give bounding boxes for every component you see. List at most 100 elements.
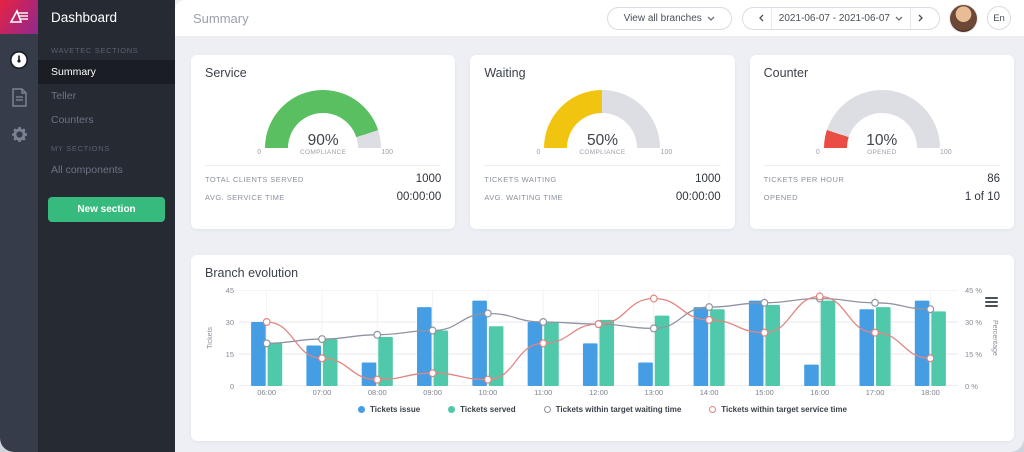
y-axis-right-ticks: 45 % 30 % 15 % 0 % xyxy=(958,286,989,391)
stat-row: TOTAL CLIENTS SERVED 1000 xyxy=(205,170,441,188)
new-section-button[interactable]: New section xyxy=(48,197,165,222)
stat-label: TOTAL CLIENTS SERVED xyxy=(205,174,304,184)
x-axis-tick: 15:00 xyxy=(755,388,774,397)
waiting-card: Waiting 50% 0 COMPLIANCE 100 TIC xyxy=(470,55,735,229)
language-button[interactable]: En xyxy=(987,6,1011,30)
stat-value: 86 xyxy=(987,173,1000,185)
card-title: Waiting xyxy=(484,66,526,80)
chevron-left-icon xyxy=(758,14,764,22)
legend-ring-icon xyxy=(543,406,551,413)
legend-ring-icon xyxy=(709,406,717,413)
sidebar-title: Dashboard xyxy=(51,10,118,25)
gauge-sublabel: OPENED xyxy=(867,149,897,156)
legend-dot-icon xyxy=(358,406,366,413)
date-range-picker[interactable]: 2021-06-07 - 2021-06-07 xyxy=(741,6,940,30)
sidebar-section-header: MY SECTIONS xyxy=(51,144,110,153)
stat-value: 1000 xyxy=(695,173,721,185)
legend-tickets-issue[interactable]: Tickets issue xyxy=(358,405,420,414)
stat-row: TICKETS PER HOUR 86 xyxy=(764,170,1000,188)
chart-grid: Tickets 45 30 15 0 45 % 30 % 15 % 0 % Percenta… xyxy=(205,286,1000,391)
user-avatar[interactable] xyxy=(950,4,977,32)
legend-tickets-served[interactable]: Tickets served xyxy=(448,405,516,414)
branch-selector[interactable]: View all branches xyxy=(606,6,732,30)
icon-rail xyxy=(0,0,38,452)
y-axis-left-title: Tickets xyxy=(207,327,214,349)
gauge-min: 0 xyxy=(536,149,541,156)
wavetec-logo-icon xyxy=(9,9,28,23)
y-axis-left-ticks: 45 30 15 0 xyxy=(216,286,239,391)
topbar-controls: View all branches 2021-06-07 - 2021-06-0… xyxy=(606,4,1011,32)
gauge-sublabel: COMPLIANCE xyxy=(300,149,347,156)
x-axis-tick: 12:00 xyxy=(589,388,608,397)
wavetec-logo xyxy=(0,0,38,34)
date-range-value: 2021-06-07 - 2021-06-07 xyxy=(778,12,890,24)
axis-tick: 45 % xyxy=(965,286,983,295)
gauge-value: 90% xyxy=(307,132,339,148)
legend-target-service-time[interactable]: Tickets within target service time xyxy=(709,405,847,414)
sidebar-item-counters[interactable]: Counters xyxy=(51,114,94,126)
x-axis-tick: 16:00 xyxy=(810,388,830,397)
legend-dot-icon xyxy=(448,406,456,413)
chart-menu-icon[interactable] xyxy=(985,295,998,309)
x-axis-tick: 09:00 xyxy=(423,388,442,397)
sidebar-item-all-components[interactable]: All components xyxy=(51,164,123,176)
card-title: Service xyxy=(205,66,247,80)
axis-tick: 30 % xyxy=(965,318,983,327)
date-prev-button[interactable] xyxy=(752,8,771,29)
x-axis-tick: 13:00 xyxy=(644,388,664,397)
stat-label: AVG. WAITING TIME xyxy=(484,192,564,202)
waiting-gauge: 50% 0 COMPLIANCE 100 xyxy=(484,90,720,156)
card-stats: TICKETS WAITING 1000 AVG. WAITING TIME 0… xyxy=(484,165,721,206)
stat-label: TICKETS PER HOUR xyxy=(763,174,845,184)
axis-tick: 15 xyxy=(225,350,234,359)
chevron-right-icon xyxy=(918,14,923,22)
branch-evolution-card: Branch evolution Tickets 45 30 15 0 45 % 30 … xyxy=(191,255,1014,441)
axis-tick: 0 xyxy=(229,382,234,391)
gauge-max: 100 xyxy=(939,149,952,156)
gauge-max: 100 xyxy=(660,149,673,156)
x-axis-tick: 08:00 xyxy=(367,388,387,397)
counter-gauge: 10% 0 OPENED 100 xyxy=(764,90,1000,156)
service-card: Service 90% 0 COMPLIANCE 100 TOT xyxy=(191,55,456,229)
x-axis-tick: 10:00 xyxy=(478,388,498,397)
settings-gear-icon[interactable] xyxy=(8,123,30,145)
sidebar-item-summary[interactable]: Summary xyxy=(38,60,175,84)
axis-tick: 0 % xyxy=(965,382,978,391)
x-axis-tick: 07:00 xyxy=(312,388,332,397)
gauge-value: 10% xyxy=(866,132,898,148)
chart-title: Branch evolution xyxy=(205,266,299,280)
axis-tick: 30 xyxy=(225,318,234,327)
chevron-down-icon xyxy=(895,16,903,21)
counter-card: Counter 10% 0 OPENED 100 TICKETS xyxy=(749,55,1014,229)
stat-row: AVG. SERVICE TIME 00:00:00 xyxy=(205,188,441,206)
x-axis-tick: 11:00 xyxy=(534,388,553,397)
card-title: Counter xyxy=(763,66,809,80)
stat-label: OPENED xyxy=(763,192,799,202)
gauge-min: 0 xyxy=(257,149,262,156)
stat-value: 1 of 10 xyxy=(964,191,1000,203)
stat-row: OPENED 1 of 10 xyxy=(764,188,1000,206)
branch-evolution-plot xyxy=(239,290,958,386)
sidebar-item-teller[interactable]: Teller xyxy=(51,90,77,102)
stat-value: 00:00:00 xyxy=(675,191,721,203)
branch-selector-value: View all branches xyxy=(623,12,702,24)
stat-row: TICKETS WAITING 1000 xyxy=(484,170,720,188)
topbar: Summary View all branches 2021- xyxy=(175,0,1024,37)
axis-tick: 15 % xyxy=(965,350,983,359)
y-axis-right-title: Percentage xyxy=(991,320,998,356)
kpi-cards: Service 90% 0 COMPLIANCE 100 TOT xyxy=(191,55,1014,229)
stat-label: AVG. SERVICE TIME xyxy=(205,192,285,202)
card-stats: TICKETS PER HOUR 86 OPENED 1 of 10 xyxy=(763,165,1000,206)
stat-row: AVG. WAITING TIME 00:00:00 xyxy=(484,188,720,206)
date-next-button[interactable] xyxy=(910,7,930,29)
sidebar: Dashboard WAVETEC SECTIONS Summary Telle… xyxy=(38,0,175,452)
dashboard-gauge-icon[interactable] xyxy=(8,49,30,71)
page-title: Summary xyxy=(193,10,249,26)
gauge-max: 100 xyxy=(381,149,393,156)
x-axis-tick: 18:00 xyxy=(921,388,940,397)
legend-target-waiting-time[interactable]: Tickets within target waiting time xyxy=(543,405,681,414)
stat-label: TICKETS WAITING xyxy=(484,174,557,184)
axis-tick: 45 xyxy=(225,286,234,295)
report-document-icon[interactable] xyxy=(8,86,30,108)
